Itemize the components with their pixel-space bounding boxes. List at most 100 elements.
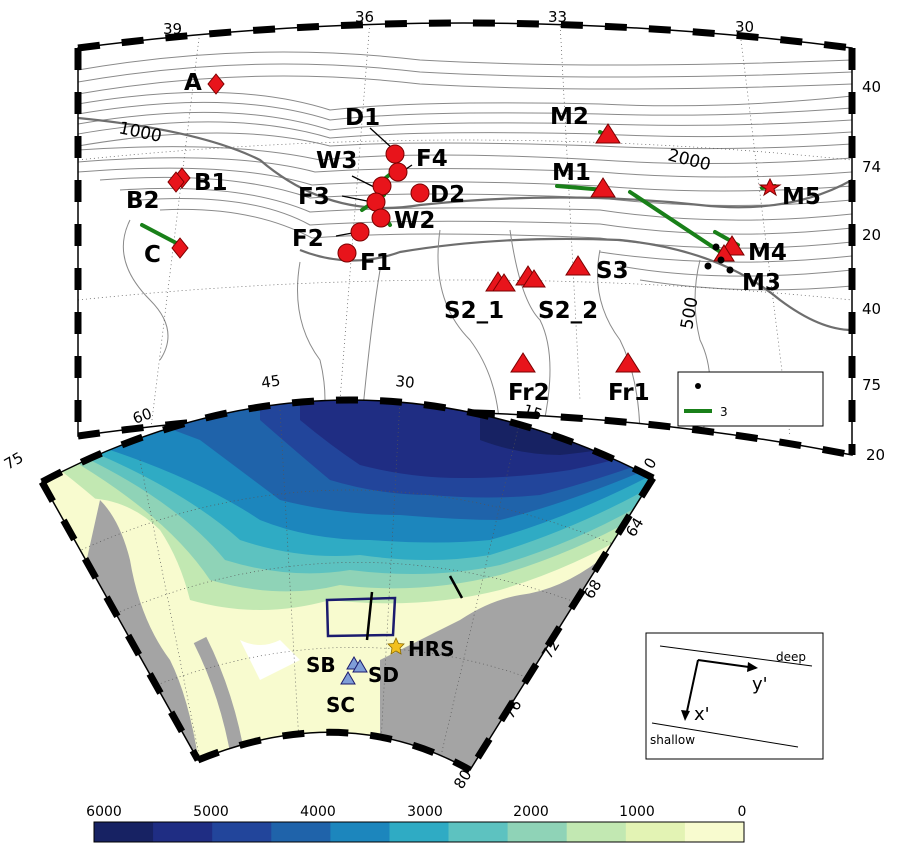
lat-tick-74: 74 (862, 158, 881, 176)
inset-y-arrow (747, 662, 758, 672)
label-d1: D1 (345, 105, 380, 131)
marker-w2 (371, 208, 391, 228)
label-b1: B1 (194, 170, 228, 196)
marker-f1 (337, 243, 357, 263)
lower-lon-30: 30 (395, 372, 416, 392)
inset-deep-label: deep (776, 650, 806, 664)
lower-lat-75: 75 (1, 448, 27, 473)
marker-m2 (595, 123, 621, 144)
label-f2: F2 (292, 226, 324, 252)
lat-tick-40-b: 40 (862, 300, 881, 318)
label-s2-2: S2_2 (538, 298, 598, 324)
label-sb: SB (306, 653, 336, 677)
label-f1: F1 (360, 250, 392, 276)
colorbar-tick-4000: 4000 (300, 804, 336, 820)
lower-lon-15: 15 (521, 401, 545, 424)
label-f3: F3 (298, 184, 330, 210)
colorbar-cell (153, 822, 213, 842)
legend-box (677, 371, 824, 427)
label-a: A (184, 70, 202, 96)
lat-tick-20-b: 20 (866, 446, 885, 464)
label-fr2: Fr2 (508, 380, 550, 406)
lon-tick-39: 39 (163, 20, 182, 38)
colorbar-cell (566, 822, 627, 842)
diamond-markers (167, 73, 225, 259)
colorbar-cell (94, 822, 154, 842)
lat-tick-40-a: 40 (862, 78, 881, 96)
marker-fr2 (510, 352, 536, 373)
marker-s2-1b (492, 273, 516, 292)
marker-d2 (410, 183, 430, 203)
colorbar-cell (625, 822, 686, 842)
vector-c (140, 223, 182, 247)
lon-tick-36: 36 (355, 8, 374, 26)
label-s3: S3 (596, 258, 629, 284)
label-f4: F4 (416, 146, 448, 172)
colorbar-tick-1000: 1000 (619, 804, 655, 820)
lower-frame-ticks-top (40, 396, 655, 486)
lon-tick-30: 30 (735, 18, 754, 36)
marker-m5 (758, 177, 782, 197)
circle-markers (337, 144, 430, 263)
inset-y-axis (697, 659, 757, 669)
marker-b2 (167, 171, 185, 193)
marker-m1 (590, 177, 616, 198)
black-dots (704, 243, 734, 274)
marker-sc (340, 671, 356, 685)
upper-map-background (78, 23, 852, 455)
label-fr1: Fr1 (608, 380, 650, 406)
colorbar-frame (93, 821, 745, 843)
station-labels: A B1 B2 C D1 D2 F4 W3 F3 W2 F2 F1 M2 M1 … (126, 70, 821, 406)
inset-x-arrow (681, 710, 690, 721)
colorbar-cell (212, 822, 272, 842)
marker-sd (352, 659, 368, 673)
label-m1: M1 (552, 160, 591, 186)
label-s2-1: S2_1 (444, 298, 504, 324)
lower-labels: HRS SB SD SC (306, 637, 455, 717)
legend-line-label: 3 (720, 405, 728, 419)
label-m4: M4 (748, 240, 787, 266)
colorbar-tick-5000: 5000 (193, 804, 229, 820)
lat-tick-75: 75 (862, 376, 881, 394)
label-w3: W3 (316, 148, 357, 174)
lower-lon-60: 60 (130, 404, 154, 427)
lower-frame-ticks-bottom (196, 728, 472, 774)
bathymetry-contours (78, 23, 852, 441)
inset-box (645, 632, 824, 760)
lower-lon-45: 45 (260, 371, 281, 391)
section-line-1 (365, 591, 374, 641)
section-line-2 (448, 575, 464, 599)
inset-x-axis (685, 659, 699, 717)
colorbar-cell (684, 822, 745, 842)
lower-frame-ticks-right (467, 476, 656, 772)
colorbar-cell (330, 822, 390, 842)
vector-m3 (628, 190, 727, 257)
colorbar-tick-6000: 6000 (86, 804, 122, 820)
inset-deep-line (659, 645, 813, 667)
lower-lat-80: 80 (450, 766, 475, 792)
lower-map: 60 45 30 15 0 75 64 68 72 76 80 HRS SB S… (1, 371, 660, 792)
colorbar-tick-0: 0 (738, 804, 747, 820)
lower-frame-ticks-left (38, 480, 202, 762)
label-m5: M5 (782, 184, 821, 210)
upper-frame-ticks-top (77, 19, 853, 52)
marker-f3 (366, 192, 386, 212)
label-d2: D2 (430, 182, 465, 208)
seal-markers (340, 656, 368, 685)
label-sd: SD (368, 663, 399, 687)
marker-f4 (388, 162, 408, 182)
label-m3: M3 (742, 270, 781, 296)
marker-s2-2b (522, 269, 546, 288)
label-hrs: HRS (408, 637, 455, 661)
marker-c (171, 237, 189, 259)
colorbar-tick-2000: 2000 (513, 804, 549, 820)
label-b2: B2 (126, 188, 160, 214)
marker-f2 (350, 222, 370, 242)
inset-shallow-line (651, 722, 799, 748)
marker-d1 (385, 144, 405, 164)
lat-tick-20-a: 20 (862, 226, 881, 244)
colorbar-cell (448, 822, 509, 842)
label-c: C (144, 242, 161, 268)
